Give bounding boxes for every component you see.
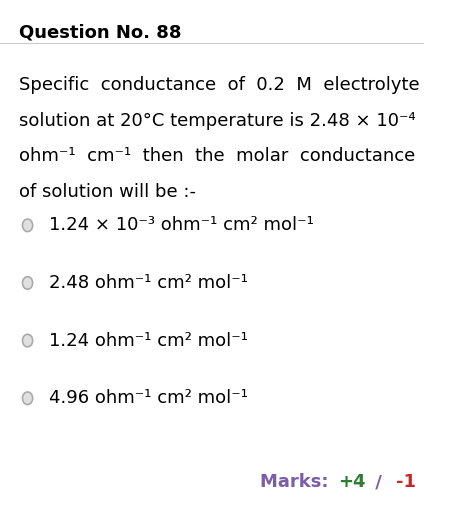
Text: solution at 20°C temperature is 2.48 × 10⁻⁴: solution at 20°C temperature is 2.48 × 1…	[19, 112, 416, 129]
Circle shape	[22, 277, 33, 289]
Text: -1: -1	[396, 473, 416, 491]
Circle shape	[22, 219, 33, 232]
Text: ohm⁻¹  cm⁻¹  then  the  molar  conductance: ohm⁻¹ cm⁻¹ then the molar conductance	[19, 147, 415, 165]
Text: +4: +4	[338, 473, 365, 491]
Text: 1.24 ohm⁻¹ cm² mol⁻¹: 1.24 ohm⁻¹ cm² mol⁻¹	[49, 332, 248, 350]
Text: Specific  conductance  of  0.2  M  electrolyte: Specific conductance of 0.2 M electrolyt…	[19, 76, 419, 94]
Text: Marks:: Marks:	[260, 473, 334, 491]
Text: 2.48 ohm⁻¹ cm² mol⁻¹: 2.48 ohm⁻¹ cm² mol⁻¹	[49, 274, 248, 292]
Text: of solution will be :-: of solution will be :-	[19, 183, 196, 201]
Text: Question No. 88: Question No. 88	[19, 24, 182, 41]
Text: 4.96 ohm⁻¹ cm² mol⁻¹: 4.96 ohm⁻¹ cm² mol⁻¹	[49, 389, 248, 407]
Text: 1.24 × 10⁻³ ohm⁻¹ cm² mol⁻¹: 1.24 × 10⁻³ ohm⁻¹ cm² mol⁻¹	[49, 216, 314, 234]
Circle shape	[22, 392, 33, 405]
Text: /: /	[369, 473, 388, 491]
Circle shape	[22, 334, 33, 347]
